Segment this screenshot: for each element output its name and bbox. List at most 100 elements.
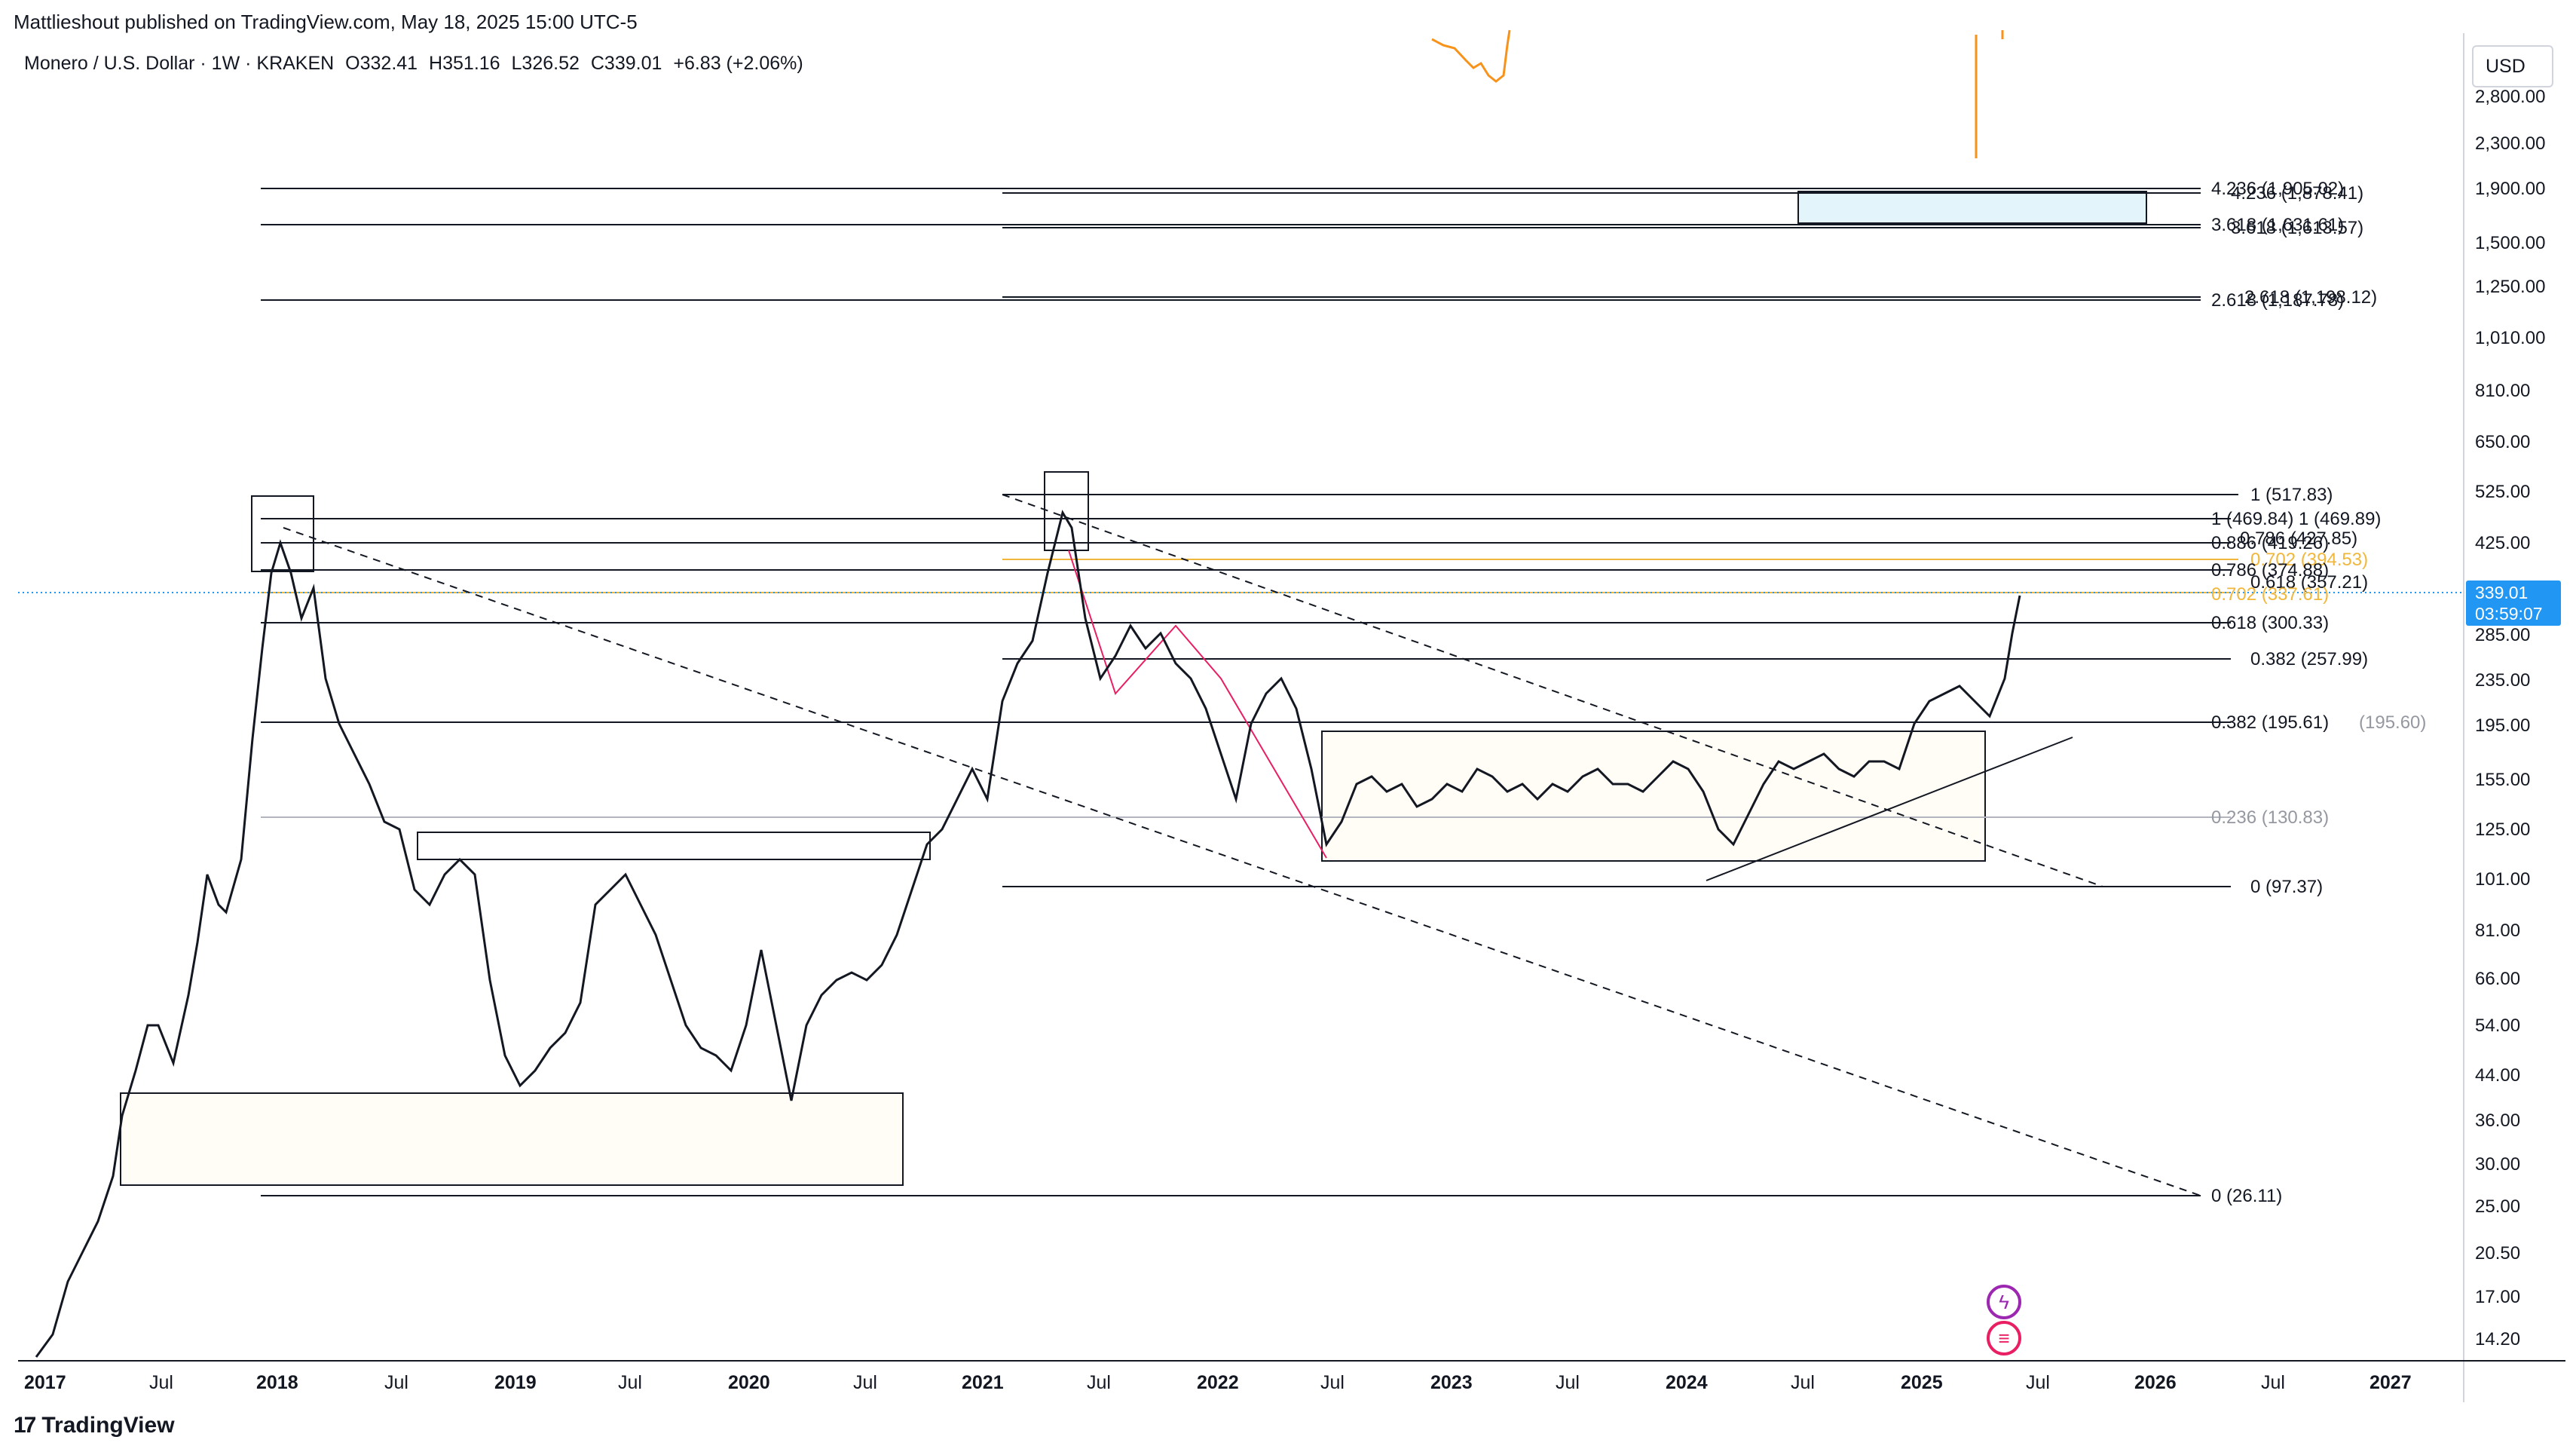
- dashed-trendlines: [283, 494, 2201, 1196]
- price-tick: 66.00: [2475, 969, 2520, 989]
- fib-label: 0.886 (419.26): [2211, 533, 2329, 553]
- symbol-title[interactable]: Monero / U.S. Dollar · 1W · KRAKEN: [24, 53, 335, 74]
- time-tick: 2024: [1666, 1372, 1708, 1393]
- time-tick: Jul: [1791, 1372, 1815, 1393]
- price-tick: 54.00: [2475, 1015, 2520, 1036]
- time-tick: Jul: [149, 1372, 173, 1393]
- time-tick: Jul: [1087, 1372, 1111, 1393]
- price-tick: 1,250.00: [2475, 277, 2545, 297]
- fib-label: 0.786 (427.85): [2240, 528, 2357, 549]
- time-tick: Jul: [2026, 1372, 2050, 1393]
- time-tick: 2020: [728, 1372, 770, 1393]
- fib-label: 0 (97.37): [2250, 877, 2323, 897]
- price-tick: 14.20: [2475, 1329, 2520, 1349]
- brand-name: TradingView: [41, 1413, 175, 1438]
- time-tick: 2019: [494, 1372, 537, 1393]
- price-tick: 235.00: [2475, 670, 2530, 691]
- time-tick: 2021: [962, 1372, 1004, 1393]
- ohlc-open: O332.41: [345, 53, 418, 74]
- fib-label: 4.236 (1,878.41): [2231, 183, 2363, 204]
- ohlc-change: +6.83 (+2.06%): [673, 53, 803, 74]
- tradingview-mark-icon: 17: [14, 1413, 36, 1438]
- fib-level-lines: [18, 188, 2463, 1196]
- fib-label: 0 (26.11): [2211, 1186, 2282, 1206]
- bar-countdown: 03:59:07: [2475, 604, 2543, 623]
- fib-label: 2.618 (1,198.12): [2244, 287, 2377, 308]
- fib-label: 1 (517.83): [2250, 485, 2333, 505]
- price-tick: 425.00: [2475, 533, 2530, 553]
- symbol-legend[interactable]: Monero / U.S. Dollar · 1W · KRAKEN O332.…: [24, 53, 809, 75]
- corrective-wave: [1068, 550, 1327, 859]
- tradingview-logo[interactable]: 17 TradingView: [14, 1413, 175, 1438]
- range-boxes: [120, 191, 2147, 1186]
- price-tick: 810.00: [2475, 381, 2530, 401]
- fib-label: 0.382 (257.99): [2250, 649, 2368, 669]
- time-tick: 2027: [2369, 1372, 2412, 1393]
- support-trendline: [1706, 737, 2073, 881]
- price-tick: 30.00: [2475, 1154, 2520, 1175]
- price-tick: 2,300.00: [2475, 133, 2545, 154]
- price-tick: 125.00: [2475, 819, 2530, 840]
- ohlc-close: C339.01: [590, 53, 662, 74]
- currency-button[interactable]: USD: [2472, 45, 2553, 87]
- price-axis-divider[interactable]: [2463, 33, 2464, 1402]
- time-tick: Jul: [1320, 1372, 1345, 1393]
- price-axis-ticks: 2,800.00 2,300.00 1,900.00 1,500.00 1,25…: [2475, 87, 2545, 1349]
- price-tick: 155.00: [2475, 770, 2530, 790]
- last-price-tag: 339.01 03:59:07: [2466, 580, 2561, 626]
- time-tick: Jul: [618, 1372, 642, 1393]
- fib-labels: 4.236 (1,905.02) 4.236 (1,878.41) 3.618 …: [2211, 179, 2426, 1206]
- fib-label: 0.382 (195.61): [2211, 712, 2329, 733]
- us-flag-icon[interactable]: ≡: [1987, 1321, 2021, 1356]
- fib-label: 4.236 (1,905.02): [2211, 179, 2344, 199]
- time-tick: Jul: [2261, 1372, 2285, 1393]
- fib-label: 0.236 (130.83): [2211, 807, 2329, 828]
- fib-label: 1 (469.84): [2211, 509, 2293, 529]
- price-tick: 1,500.00: [2475, 233, 2545, 253]
- time-tick: 2023: [1430, 1372, 1473, 1393]
- time-tick: Jul: [384, 1372, 408, 1393]
- fib-label: 0.702 (337.61): [2211, 584, 2329, 605]
- fib-label: 3.618 (1,613.57): [2231, 218, 2363, 238]
- price-tick: 1,010.00: [2475, 328, 2545, 348]
- price-tick: 285.00: [2475, 625, 2530, 645]
- price-tick: 36.00: [2475, 1110, 2520, 1131]
- price-tick: 17.00: [2475, 1287, 2520, 1307]
- price-tick: 25.00: [2475, 1196, 2520, 1217]
- price-tick: 20.50: [2475, 1243, 2520, 1264]
- last-price: 339.01: [2475, 583, 2529, 602]
- time-tick: 2022: [1197, 1372, 1239, 1393]
- time-tick: 2018: [256, 1372, 298, 1393]
- time-tick: 2026: [2134, 1372, 2177, 1393]
- orange-overlay-series: [1431, 29, 2004, 158]
- time-tick: 2025: [1901, 1372, 1943, 1393]
- fib-label: 3.618 (1,631.61): [2211, 215, 2344, 235]
- ohlc-low: L326.52: [511, 53, 580, 74]
- price-tick: 1,900.00: [2475, 179, 2545, 199]
- time-axis-ticks: 2017 Jul 2018 Jul 2019 Jul 2020 Jul 2021…: [24, 1372, 2412, 1393]
- time-tick: Jul: [1556, 1372, 1580, 1393]
- time-axis-divider[interactable]: [18, 1360, 2565, 1362]
- time-tick: Jul: [853, 1372, 877, 1393]
- fib-label: 1 (469.89): [2299, 509, 2381, 529]
- fib-label: (195.60): [2359, 712, 2426, 733]
- fib-label: 0.786 (374.88): [2211, 560, 2329, 580]
- lightning-icon[interactable]: ϟ: [1987, 1285, 2021, 1319]
- fib-label: 0.618 (300.33): [2211, 613, 2329, 633]
- fib-label: 0.618 (357.21): [2250, 572, 2368, 593]
- ohlc-high: H351.16: [429, 53, 500, 74]
- fib-label: 0.702 (394.53): [2250, 550, 2368, 570]
- price-tick: 650.00: [2475, 432, 2530, 452]
- price-tick: 81.00: [2475, 921, 2520, 941]
- fib-label: 2.618 (1,187.78): [2211, 290, 2344, 311]
- price-tick: 2,800.00: [2475, 87, 2545, 107]
- price-tick: 101.00: [2475, 869, 2530, 890]
- candle-series: [35, 510, 2021, 1358]
- price-tick: 195.00: [2475, 715, 2530, 736]
- publisher-line: Mattlieshout published on TradingView.co…: [14, 11, 638, 33]
- price-tick: 525.00: [2475, 482, 2530, 502]
- time-tick: 2017: [24, 1372, 66, 1393]
- price-tick: 44.00: [2475, 1065, 2520, 1086]
